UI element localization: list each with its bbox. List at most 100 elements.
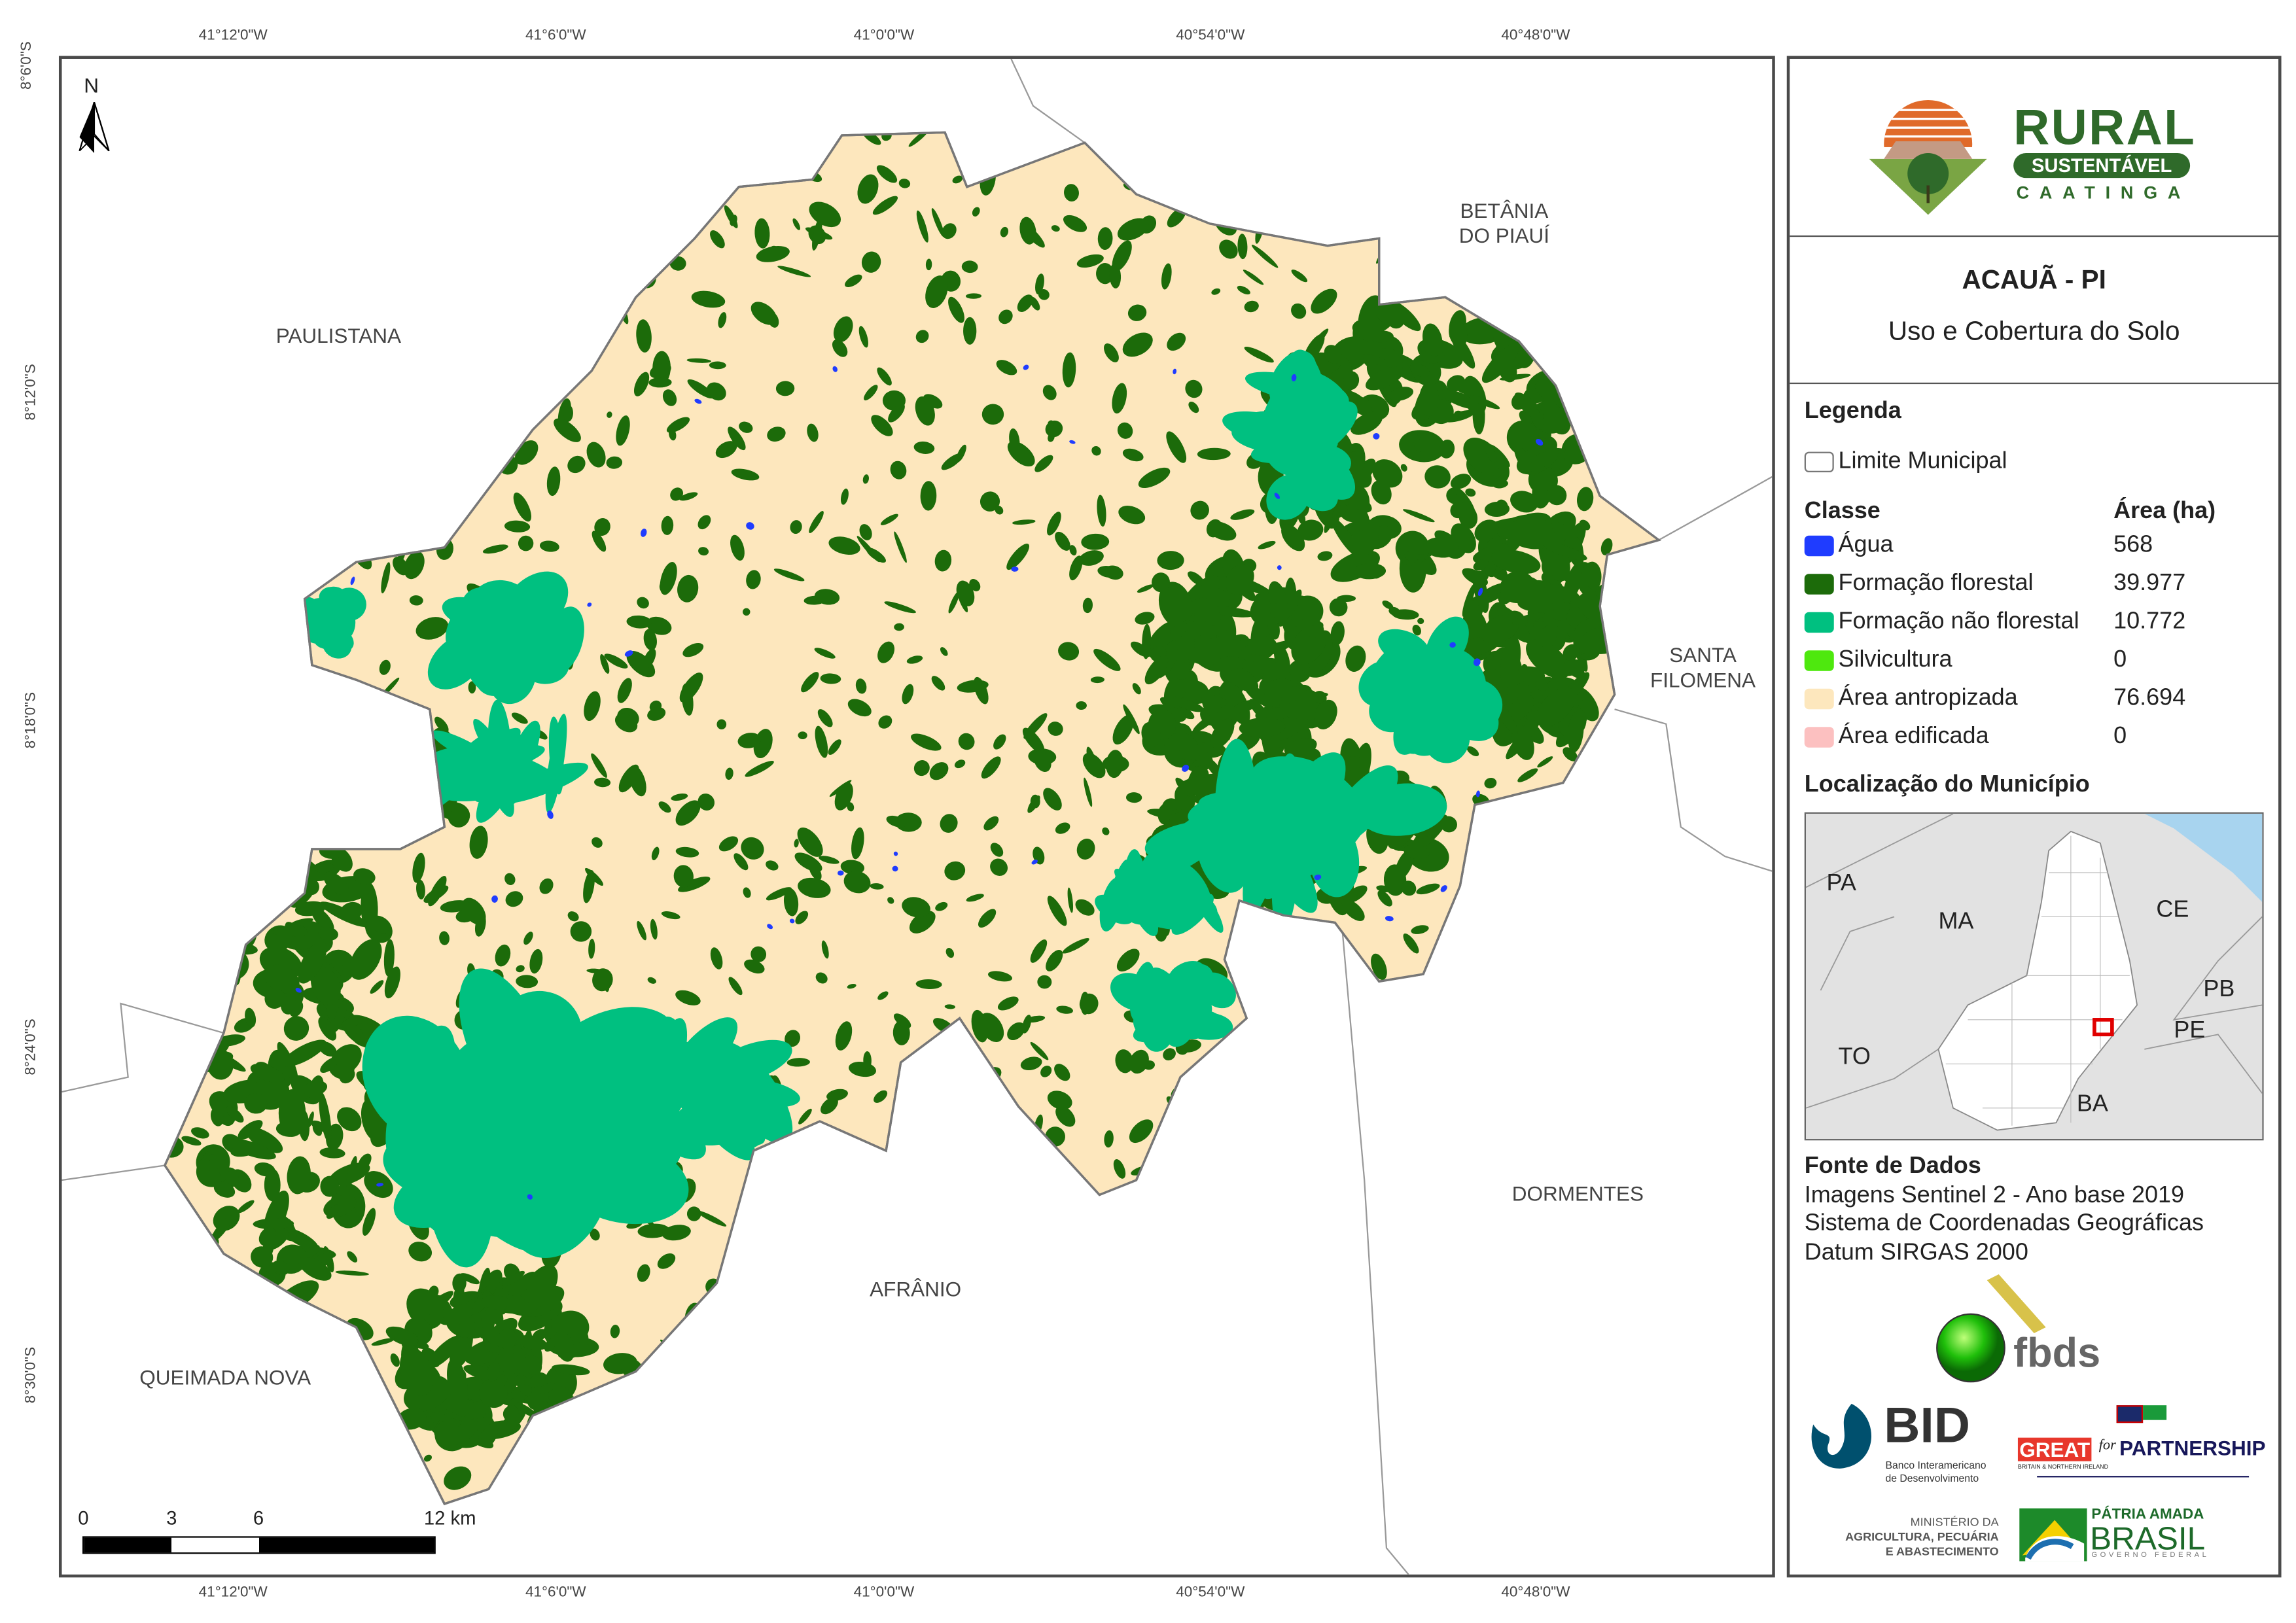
forest-patch <box>1360 1091 1380 1113</box>
forest-patch <box>1034 455 1053 472</box>
forest-patch <box>1491 550 1541 574</box>
neighbor-label: PAULISTANA <box>275 323 402 347</box>
land-cover-map[interactable] <box>62 58 1773 1575</box>
forest-patch <box>1539 954 1561 986</box>
forest-patch <box>1225 1138 1237 1151</box>
forest-patch <box>1588 953 1605 967</box>
forest-patch <box>1061 1414 1070 1425</box>
forest-patch <box>474 913 486 937</box>
forest-patch <box>1300 971 1333 981</box>
forest-patch <box>529 949 543 974</box>
forest-patch <box>245 1007 256 1028</box>
forest-patch <box>311 966 341 1005</box>
forest-patch <box>947 1308 963 1325</box>
forest-patch <box>1485 1266 1498 1284</box>
forest-patch <box>1484 777 1497 789</box>
forest-patch <box>1331 517 1361 558</box>
map-title: ACAUÃ - PI <box>1962 264 2106 294</box>
forest-patch <box>321 529 338 550</box>
forest-patch <box>1096 263 1114 284</box>
forest-patch <box>1067 1210 1086 1232</box>
forest-patch <box>686 1206 701 1221</box>
forest-patch <box>1166 1271 1183 1283</box>
forest-patch <box>1113 1159 1126 1179</box>
forest-patch <box>1118 506 1146 525</box>
forest-patch <box>1355 172 1382 196</box>
forest-patch <box>1503 1280 1515 1299</box>
forest-patch <box>646 616 672 635</box>
forest-patch <box>250 221 266 240</box>
forest-patch <box>1450 474 1472 489</box>
forest-patch <box>687 379 715 399</box>
forest-patch <box>423 287 442 310</box>
forest-patch <box>760 1267 777 1295</box>
forest-patch <box>741 837 764 860</box>
forest-patch <box>584 691 601 722</box>
lat-tick: 8°12'0"S <box>23 364 40 421</box>
forest-patch <box>528 1450 537 1482</box>
north-label: N <box>84 73 99 97</box>
forest-patch <box>395 222 425 241</box>
forest-patch <box>164 1433 179 1456</box>
forest-patch <box>748 1320 762 1326</box>
forest-patch <box>362 222 376 233</box>
forest-patch <box>1464 1351 1479 1370</box>
forest-patch <box>188 1010 206 1032</box>
forest-patch <box>1422 323 1443 357</box>
forest-patch <box>1048 722 1063 736</box>
forest-patch <box>1462 141 1470 148</box>
forest-patch <box>934 550 952 572</box>
forest-patch <box>1630 397 1648 410</box>
forest-patch <box>1424 1468 1441 1483</box>
forest-patch <box>1141 722 1161 748</box>
forest-patch <box>516 965 525 973</box>
class-area: 568 <box>2113 532 2153 558</box>
forest-patch <box>1189 1128 1210 1147</box>
forest-patch <box>282 1039 327 1067</box>
forest-patch <box>751 302 777 325</box>
fbds-text: fbds <box>2013 1330 2101 1376</box>
forest-patch <box>1519 718 1544 744</box>
map-frame[interactable] <box>58 56 1775 1578</box>
forest-patch <box>662 1387 686 1410</box>
forest-patch <box>1390 1455 1420 1465</box>
forest-patch <box>1351 411 1383 435</box>
forest-patch <box>1131 641 1151 657</box>
forest-patch <box>686 358 711 363</box>
forest-patch <box>707 1453 727 1475</box>
forest-patch <box>1578 370 1595 379</box>
forest-patch <box>236 1428 251 1434</box>
forest-patch <box>600 654 610 674</box>
forest-patch <box>1177 630 1195 663</box>
forest-patch <box>794 1467 811 1483</box>
forest-patch <box>181 1053 206 1062</box>
forest-patch <box>359 821 365 834</box>
bid-text: BID <box>1884 1397 1970 1454</box>
forest-patch <box>673 865 694 888</box>
forest-patch <box>511 712 528 724</box>
forest-patch <box>590 1229 600 1241</box>
forest-patch <box>1434 1371 1450 1388</box>
forest-patch <box>1026 1460 1055 1472</box>
forest-patch <box>876 165 898 183</box>
forest-patch <box>1231 699 1259 714</box>
forest-patch <box>495 944 511 967</box>
forest-patch <box>1224 1196 1252 1210</box>
forest-patch <box>1037 975 1052 989</box>
forest-patch <box>877 367 892 386</box>
forest-patch <box>1163 1048 1176 1060</box>
forest-patch <box>337 1107 362 1132</box>
forest-patch <box>1500 1045 1513 1081</box>
forest-patch <box>1285 1443 1305 1466</box>
forest-patch <box>379 659 391 675</box>
forest-patch <box>1473 1376 1487 1397</box>
forest-patch <box>1481 614 1519 644</box>
forest-patch <box>581 1445 601 1463</box>
lon-tick-top: 40°48'0"W <box>1501 27 1570 44</box>
forest-patch <box>184 964 217 987</box>
forest-patch <box>554 1330 574 1362</box>
forest-patch <box>1056 1005 1073 1014</box>
forest-patch <box>204 735 217 756</box>
forest-patch <box>618 764 639 793</box>
forest-patch <box>1081 533 1110 550</box>
